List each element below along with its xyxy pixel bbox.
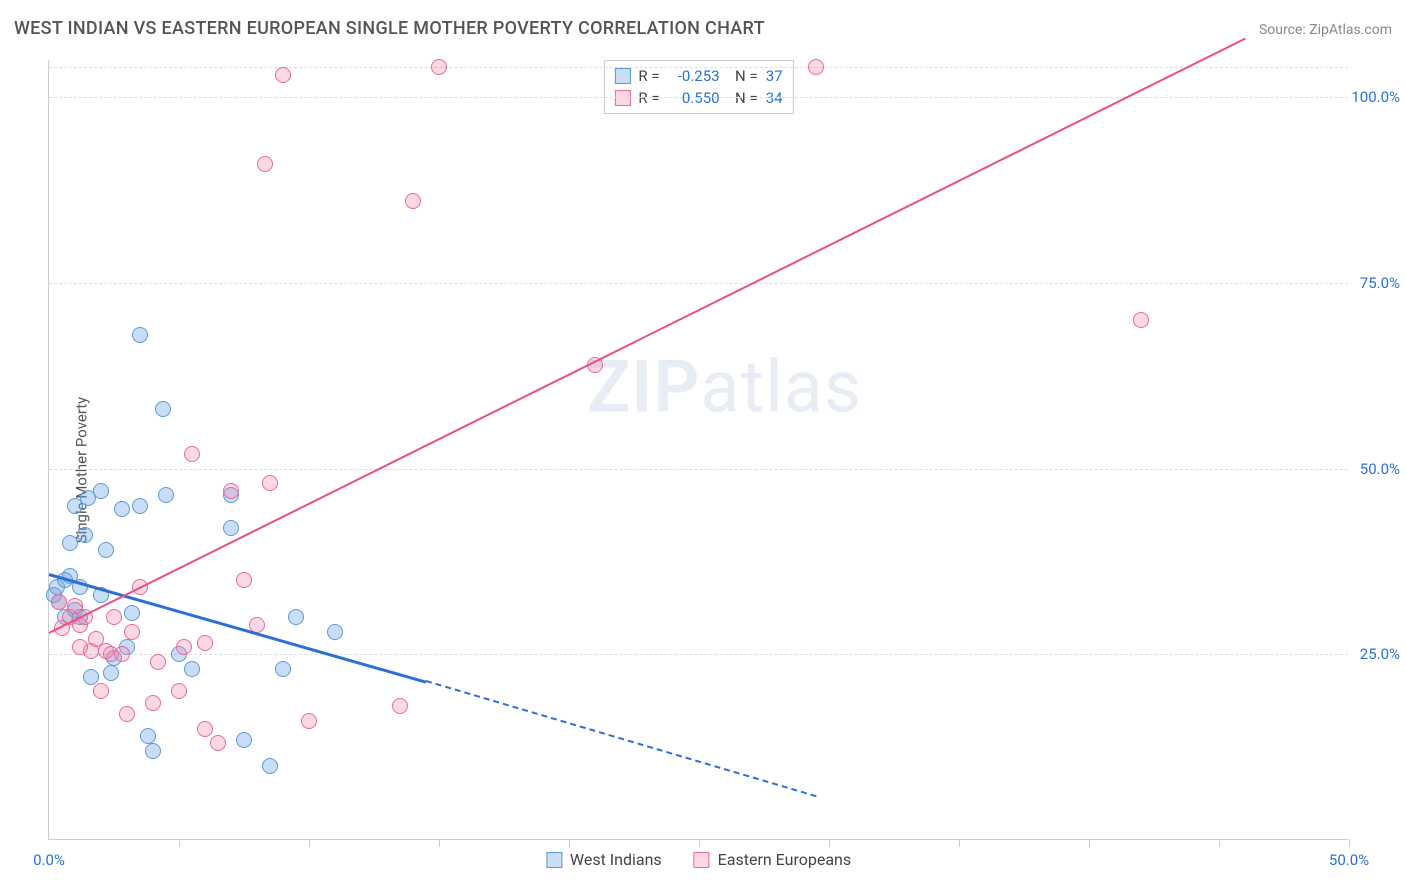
legend-swatch [694, 852, 710, 868]
grid-line [49, 97, 1348, 98]
data-point [93, 483, 109, 499]
data-point [197, 721, 213, 737]
y-tick-label: 50.0% [1360, 460, 1400, 478]
data-point [145, 695, 161, 711]
legend-item: Eastern Europeans [694, 850, 851, 869]
data-point [223, 520, 239, 536]
data-point [132, 327, 148, 343]
chart-area: Single Mother Poverty ZIPatlas R = -0.25… [0, 48, 1406, 892]
data-point [262, 758, 278, 774]
data-point [236, 572, 252, 588]
x-tick [179, 839, 180, 847]
data-point [77, 527, 93, 543]
data-point [184, 446, 200, 462]
data-point [176, 639, 192, 655]
stat-n-label: N = [728, 67, 758, 85]
legend-swatch [546, 852, 562, 868]
data-point [106, 609, 122, 625]
stat-n-value: 37 [766, 67, 783, 85]
data-point [405, 193, 421, 209]
data-point [83, 669, 99, 685]
legend-item: West Indians [546, 850, 662, 869]
x-tick [1219, 839, 1220, 847]
x-tick [309, 839, 310, 847]
legend-label: West Indians [570, 850, 662, 869]
data-point [119, 706, 135, 722]
trend-line [49, 38, 1246, 634]
data-point [124, 605, 140, 621]
data-point [114, 646, 130, 662]
y-tick-label: 25.0% [1360, 645, 1400, 663]
data-point [262, 475, 278, 491]
data-point [140, 728, 156, 744]
data-point [171, 683, 187, 699]
data-point [51, 594, 67, 610]
plot-region: ZIPatlas R = -0.253 N = 37R = 0.550 N = … [48, 60, 1348, 840]
grid-line [49, 654, 1348, 655]
x-tick [959, 839, 960, 847]
data-point [124, 624, 140, 640]
stat-r-label: R = [638, 67, 659, 85]
watermark: ZIPatlas [587, 345, 862, 430]
data-point [62, 535, 78, 551]
data-point [155, 401, 171, 417]
data-point [808, 59, 824, 75]
data-point [275, 67, 291, 83]
grid-line [49, 283, 1348, 284]
data-point [288, 609, 304, 625]
data-point [236, 732, 252, 748]
data-point [150, 654, 166, 670]
data-point [93, 683, 109, 699]
data-point [103, 665, 119, 681]
x-tick [1089, 839, 1090, 847]
x-tick [569, 839, 570, 847]
x-tick [439, 839, 440, 847]
data-point [431, 59, 447, 75]
data-point [1133, 312, 1149, 328]
x-tick-label: 50.0% [1329, 851, 1369, 869]
trend-line [426, 680, 817, 797]
x-tick [829, 839, 830, 847]
data-point [210, 735, 226, 751]
data-point [145, 743, 161, 759]
chart-header: WEST INDIAN VS EASTERN EUROPEAN SINGLE M… [14, 18, 1392, 39]
source-attribution: Source: ZipAtlas.com [1259, 22, 1392, 38]
legend-label: Eastern Europeans [718, 850, 851, 869]
data-point [132, 498, 148, 514]
data-point [301, 713, 317, 729]
x-tick [699, 839, 700, 847]
x-tick [1349, 839, 1350, 847]
data-point [223, 483, 239, 499]
data-point [275, 661, 291, 677]
x-tick-label: 0.0% [33, 851, 65, 869]
y-tick-label: 100.0% [1351, 88, 1400, 106]
data-point [327, 624, 343, 640]
data-point [98, 542, 114, 558]
y-tick-label: 75.0% [1360, 274, 1400, 292]
data-point [158, 487, 174, 503]
chart-title: WEST INDIAN VS EASTERN EUROPEAN SINGLE M… [14, 18, 765, 39]
data-point [184, 661, 200, 677]
grid-line [49, 67, 1348, 68]
data-point [257, 156, 273, 172]
series-swatch [614, 68, 630, 84]
legend: West Indians Eastern Europeans [546, 850, 851, 869]
data-point [114, 501, 130, 517]
stat-r-value: -0.253 [668, 67, 720, 85]
data-point [197, 635, 213, 651]
grid-line [49, 469, 1348, 470]
data-point [392, 698, 408, 714]
